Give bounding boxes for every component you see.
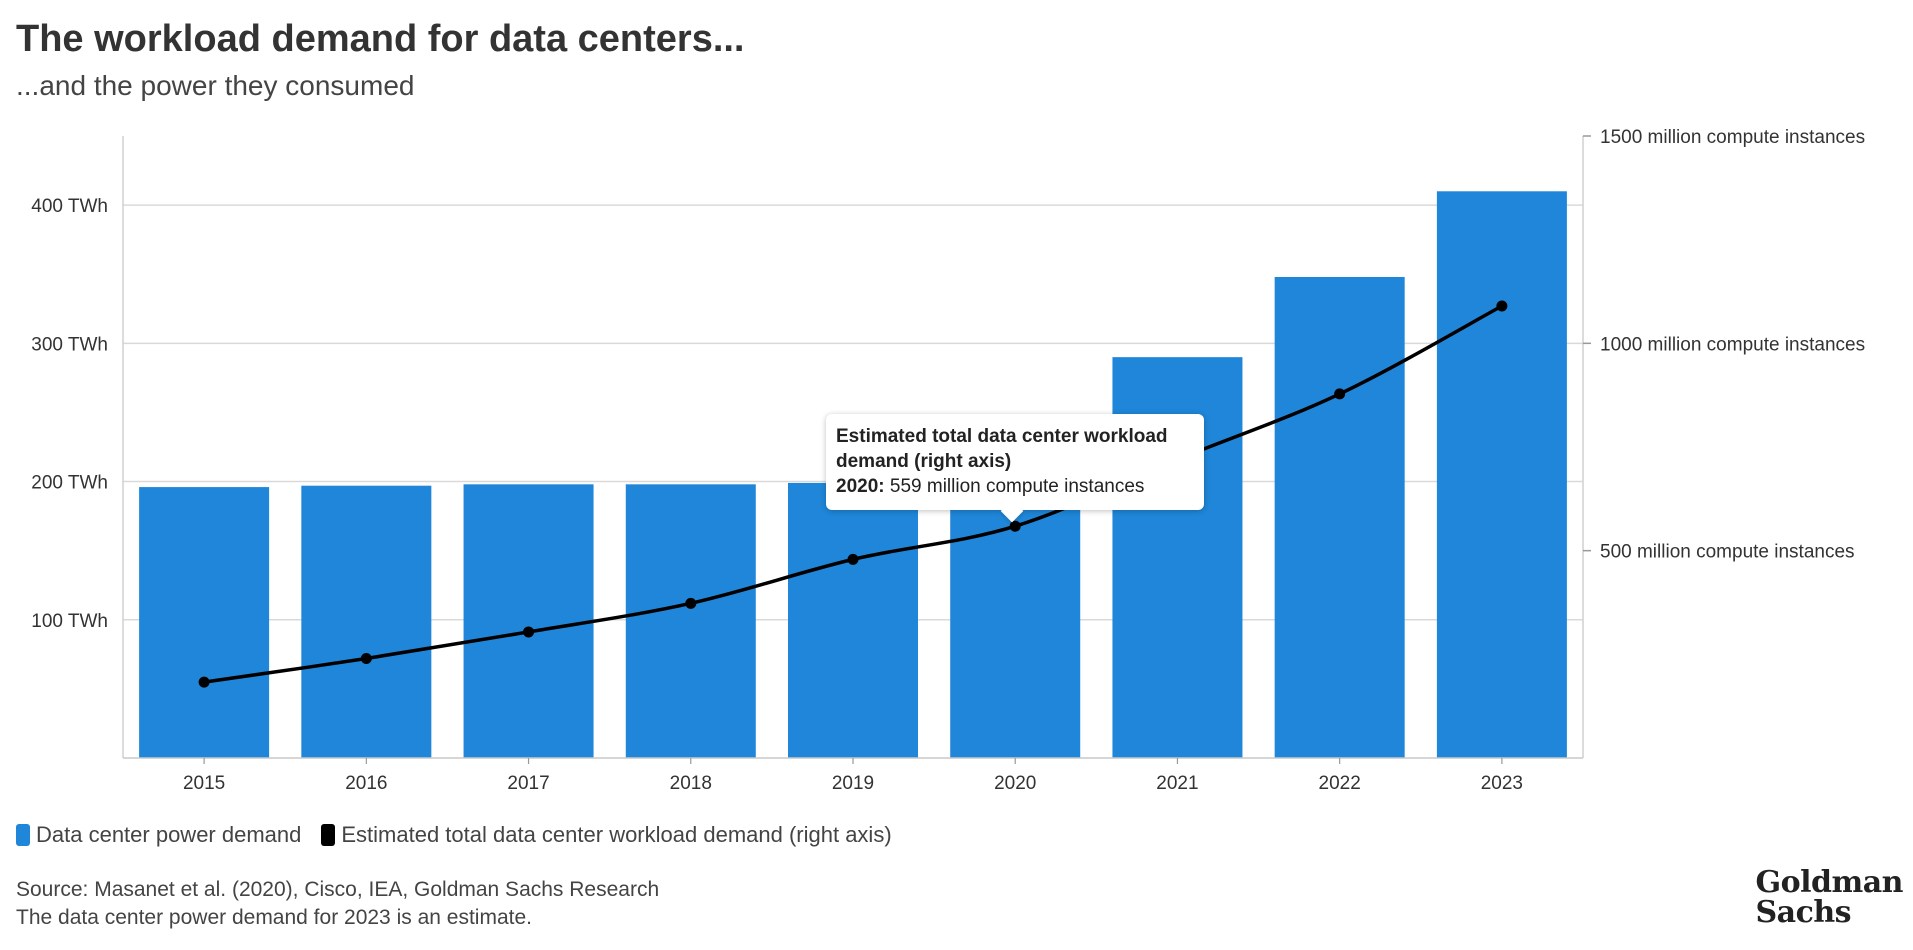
left-tick-label: 400 TWh bbox=[31, 196, 108, 217]
left-tick-label: 300 TWh bbox=[31, 334, 108, 355]
chart-subtitle: ...and the power they consumed bbox=[16, 70, 415, 101]
line-point bbox=[1009, 520, 1021, 532]
right-tick-label: 500 million compute instances bbox=[1600, 542, 1855, 563]
x-tick-label: 2019 bbox=[832, 773, 874, 794]
x-tick-label: 2022 bbox=[1319, 773, 1361, 794]
bar bbox=[1274, 276, 1405, 758]
x-tick-label: 2015 bbox=[183, 773, 225, 794]
axis-labels: 100 TWh 200 TWh 300 TWh 400 TWh 500 million … bbox=[31, 127, 1865, 794]
estimate-note: The data center power demand for 2023 is… bbox=[16, 906, 532, 929]
x-tick-label: 2023 bbox=[1481, 773, 1523, 794]
x-tick-label: 2018 bbox=[670, 773, 712, 794]
line-point bbox=[198, 676, 210, 688]
line-point bbox=[685, 597, 697, 609]
left-tick-label: 200 TWh bbox=[31, 473, 108, 494]
tooltip-title: Estimated total data center workload dem… bbox=[836, 426, 1168, 472]
tooltip: Estimated total data center workload dem… bbox=[826, 414, 1204, 523]
bar-series bbox=[139, 191, 1567, 759]
legend-line-label: Estimated total data center workload dem… bbox=[341, 822, 892, 847]
axes bbox=[122, 135, 1591, 764]
x-tick-label: 2017 bbox=[507, 773, 549, 794]
tooltip-year: 2020: bbox=[836, 476, 885, 497]
source-note: Source: Masanet et al. (2020), Cisco, IE… bbox=[16, 876, 659, 932]
bar bbox=[788, 482, 918, 758]
bar bbox=[301, 485, 432, 758]
line-point bbox=[847, 553, 859, 565]
x-tick-label: 2021 bbox=[1156, 773, 1198, 794]
right-tick-label: 1500 million compute instances bbox=[1600, 127, 1865, 148]
line-point bbox=[360, 652, 372, 664]
legend-bar-label: Data center power demand bbox=[36, 822, 302, 847]
source-text: Source: Masanet et al. (2020), Cisco, IE… bbox=[16, 878, 660, 901]
legend: Data center power demand Estimated total… bbox=[16, 822, 912, 848]
chart-title: The workload demand for data centers... bbox=[16, 18, 745, 60]
logo-line2: Sachs bbox=[1755, 895, 1852, 930]
tooltip-value: 2020: 559 million compute instances bbox=[836, 474, 1194, 499]
legend-item-line[interactable]: Estimated total data center workload dem… bbox=[321, 822, 892, 848]
chart: 100 TWh 200 TWh 300 TWh 400 TWh 500 million … bbox=[31, 127, 1865, 794]
bar bbox=[463, 484, 594, 758]
line-point bbox=[1334, 388, 1346, 400]
goldman-sachs-logo: Goldman Sachs bbox=[1756, 868, 1904, 928]
bar bbox=[1436, 191, 1567, 759]
x-tick-label: 2020 bbox=[994, 773, 1036, 794]
legend-bar-swatch bbox=[16, 824, 30, 846]
line-point bbox=[523, 626, 535, 638]
bar bbox=[139, 487, 270, 758]
logo-line1: Goldman bbox=[1755, 865, 1904, 900]
tooltip-value-text: 559 million compute instances bbox=[889, 476, 1145, 497]
line-point bbox=[1496, 300, 1508, 312]
left-tick-label: 100 TWh bbox=[31, 611, 108, 632]
workload-line bbox=[203, 304, 1503, 684]
x-tick-label: 2016 bbox=[345, 773, 387, 794]
legend-item-bar[interactable]: Data center power demand bbox=[16, 822, 301, 848]
right-tick-label: 1000 million compute instances bbox=[1600, 334, 1865, 355]
bar bbox=[625, 484, 756, 758]
legend-line-swatch bbox=[321, 824, 336, 846]
